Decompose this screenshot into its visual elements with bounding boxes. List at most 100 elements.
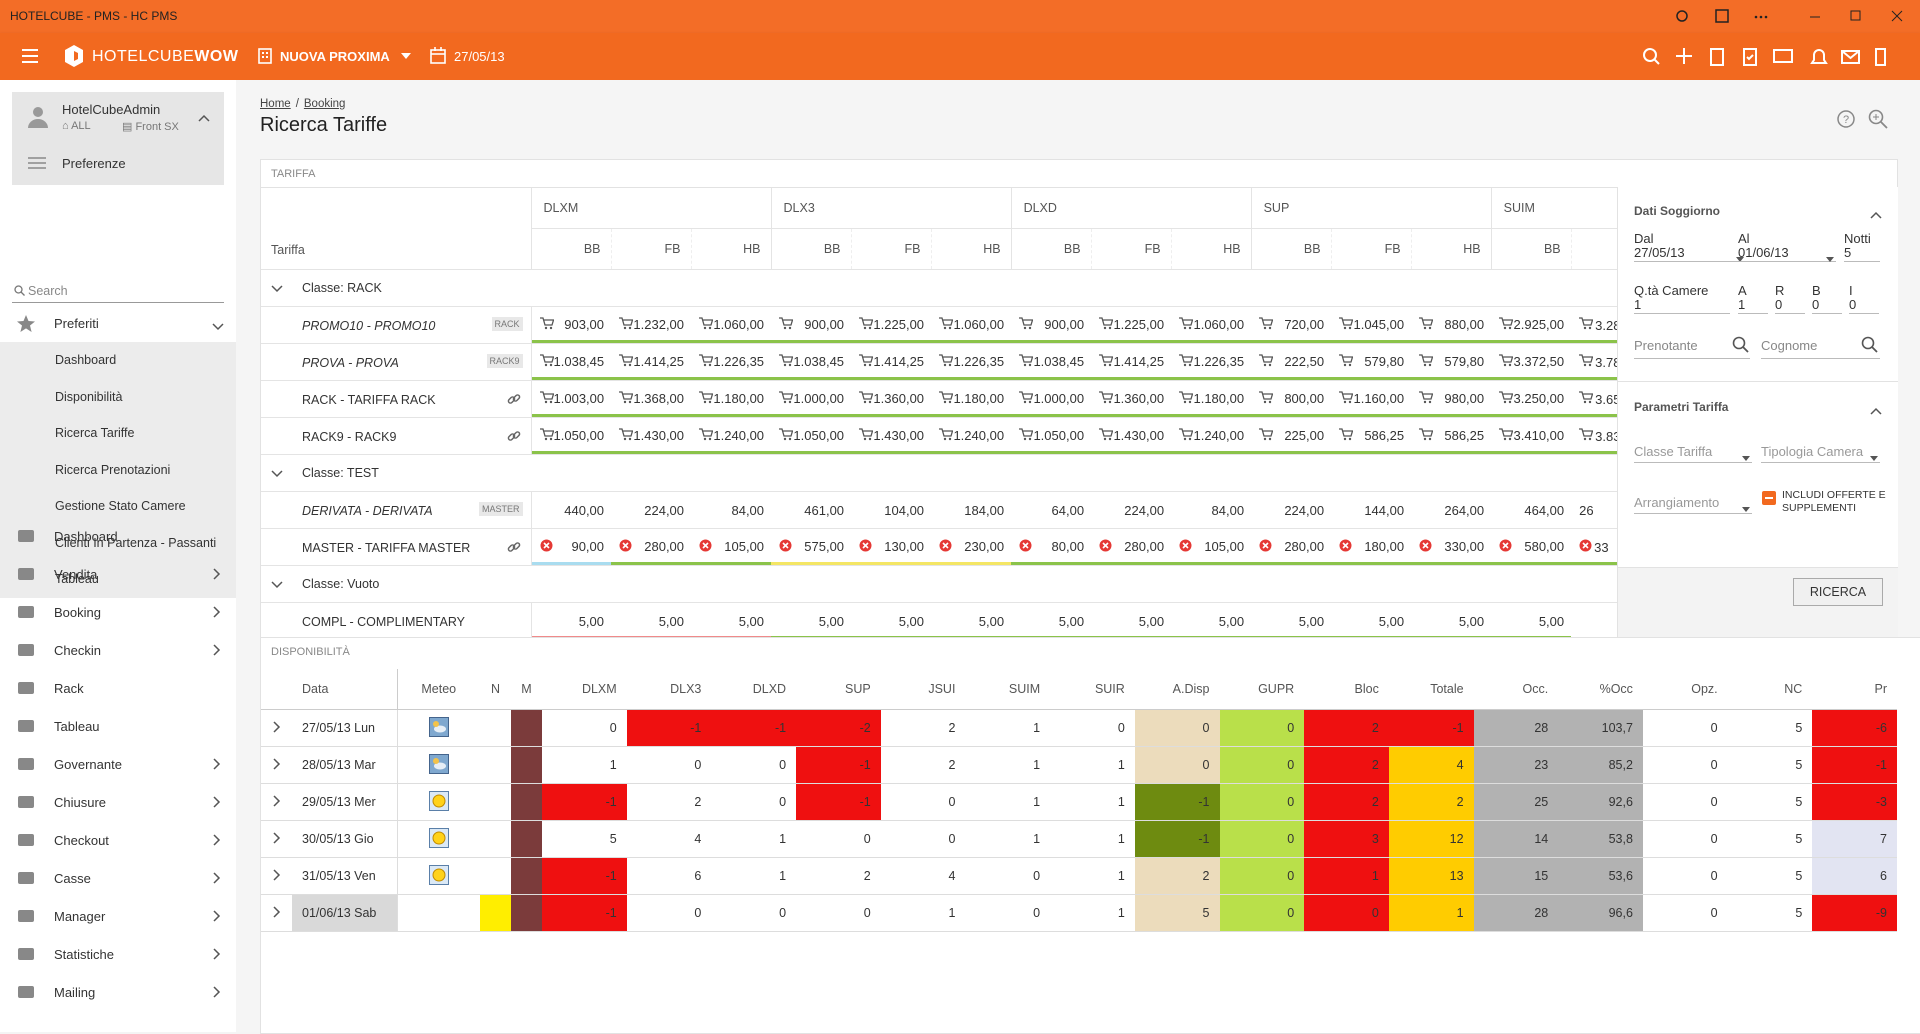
tariff-name[interactable]: PROMO10 - PROMO10	[302, 318, 436, 333]
unavailable-icon[interactable]	[619, 539, 632, 555]
cart-icon[interactable]	[1419, 428, 1434, 444]
cart-icon[interactable]	[699, 391, 714, 407]
guest-field[interactable]: 0	[1775, 295, 1805, 314]
row-expand[interactable]	[261, 820, 292, 858]
favorite-item[interactable]: Ricerca Tariffe	[55, 426, 135, 440]
cart-icon[interactable]	[619, 428, 634, 444]
cart-icon[interactable]	[1579, 391, 1594, 407]
search-box[interactable]: Search	[12, 280, 224, 303]
surname-field[interactable]: Cognome	[1761, 334, 1880, 359]
row-expand[interactable]	[261, 894, 292, 932]
menu-item[interactable]: Manager	[0, 897, 236, 935]
unavailable-icon[interactable]	[1099, 539, 1112, 555]
zoom-icon[interactable]	[1868, 109, 1888, 132]
tariff-name[interactable]: RACK - TARIFFA RACK	[302, 392, 436, 407]
cart-icon[interactable]	[1339, 428, 1354, 444]
menu-item[interactable]: Checkin	[0, 631, 236, 669]
panel-collapse[interactable]	[1870, 207, 1882, 222]
unavailable-icon[interactable]	[779, 539, 792, 555]
unavailable-icon[interactable]	[1179, 539, 1192, 555]
cart-icon[interactable]	[939, 317, 954, 333]
cart-icon[interactable]	[1259, 391, 1274, 407]
menu-item[interactable]: Chiusure	[0, 783, 236, 821]
cart-icon[interactable]	[939, 428, 954, 444]
guest-field[interactable]: 0	[1812, 295, 1842, 314]
property-caret[interactable]	[401, 53, 411, 59]
group-toggle[interactable]	[261, 454, 292, 492]
cart-icon[interactable]	[539, 428, 554, 444]
room-type-select[interactable]: Tipologia Camera	[1761, 440, 1880, 463]
cart-icon[interactable]	[779, 428, 794, 444]
row-expand[interactable]	[261, 746, 292, 784]
unavailable-icon[interactable]	[1579, 539, 1592, 555]
tariff-link[interactable]	[507, 429, 521, 446]
guest-field[interactable]: 0	[1849, 295, 1879, 314]
cart-icon[interactable]	[1499, 317, 1514, 333]
menu-item[interactable]: Mailing	[0, 973, 236, 1011]
search-button[interactable]: RICERCA	[1793, 578, 1883, 606]
favorites-header[interactable]: Preferiti	[0, 304, 236, 342]
cart-icon[interactable]	[539, 391, 554, 407]
tariff-name[interactable]: COMPL - COMPLIMENTARY	[302, 614, 465, 629]
cart-icon[interactable]	[619, 317, 634, 333]
unavailable-icon[interactable]	[859, 539, 872, 555]
to-field[interactable]: 01/06/13	[1738, 243, 1836, 262]
window-controls[interactable]	[1660, 6, 1910, 28]
unavailable-icon[interactable]	[1339, 539, 1352, 555]
menu-item[interactable]: Dashboard	[0, 517, 236, 555]
favorite-item[interactable]: Clienti In Partenza - Passanti	[55, 535, 217, 550]
favorite-item[interactable]: Disponibilità	[55, 389, 123, 404]
preferences-link[interactable]: Preferenze	[62, 156, 126, 171]
rooms-field[interactable]: 1	[1634, 295, 1730, 314]
cart-icon[interactable]	[619, 354, 634, 370]
cart-icon[interactable]	[1499, 354, 1514, 370]
favorite-item[interactable]: Gestione Stato Camere	[55, 499, 186, 513]
panel-collapse[interactable]	[1870, 403, 1882, 418]
cart-icon[interactable]	[1179, 317, 1194, 333]
cart-icon[interactable]	[539, 354, 554, 370]
user-collapse[interactable]	[198, 110, 210, 125]
cart-icon[interactable]	[779, 354, 794, 370]
arrangement-select[interactable]: Arrangiamento	[1634, 491, 1752, 514]
unavailable-icon[interactable]	[699, 539, 712, 555]
row-expand[interactable]	[261, 783, 292, 821]
cart-icon[interactable]	[1179, 354, 1194, 370]
cart-icon[interactable]	[699, 317, 714, 333]
cart-icon[interactable]	[859, 317, 874, 333]
cart-icon[interactable]	[859, 354, 874, 370]
rate-class-select[interactable]: Classe Tariffa	[1634, 440, 1752, 463]
unavailable-icon[interactable]	[939, 539, 952, 555]
menu-item[interactable]: Vendita	[0, 555, 236, 593]
unavailable-icon[interactable]	[1499, 539, 1512, 555]
cart-icon[interactable]	[1419, 354, 1434, 370]
cart-icon[interactable]	[1339, 354, 1354, 370]
unavailable-icon[interactable]	[540, 539, 553, 555]
include-checkbox[interactable]	[1762, 491, 1776, 505]
from-field[interactable]: 27/05/13	[1634, 243, 1746, 262]
tariff-name[interactable]: MASTER - TARIFFA MASTER	[302, 540, 471, 555]
group-toggle[interactable]	[261, 269, 292, 307]
cart-icon[interactable]	[1099, 317, 1114, 333]
group-toggle[interactable]	[261, 565, 292, 603]
row-expand[interactable]	[261, 857, 292, 895]
booker-field[interactable]: Prenotante	[1634, 334, 1750, 359]
breadcrumb-link[interactable]: Booking	[303, 98, 346, 110]
cart-icon[interactable]	[1179, 391, 1194, 407]
cart-icon[interactable]	[1259, 428, 1274, 444]
cart-icon[interactable]	[1179, 428, 1194, 444]
breadcrumb-link[interactable]: Home	[260, 98, 291, 110]
cart-icon[interactable]	[699, 428, 714, 444]
cart-icon[interactable]	[1419, 391, 1434, 407]
cart-icon[interactable]	[779, 317, 794, 333]
menu-item[interactable]: Tableau	[0, 707, 236, 745]
unavailable-icon[interactable]	[1019, 539, 1032, 555]
cart-icon[interactable]	[1099, 391, 1114, 407]
tariff-name[interactable]: PROVA - PROVA	[302, 355, 399, 370]
cart-icon[interactable]	[859, 428, 874, 444]
tariff-link[interactable]	[507, 392, 521, 409]
cart-icon[interactable]	[1579, 428, 1594, 444]
tariff-name[interactable]: DERIVATA - DERIVATA	[302, 503, 433, 518]
cart-icon[interactable]	[779, 391, 794, 407]
cart-icon[interactable]	[1019, 317, 1034, 333]
working-date[interactable]: 27/05/13	[454, 49, 505, 64]
